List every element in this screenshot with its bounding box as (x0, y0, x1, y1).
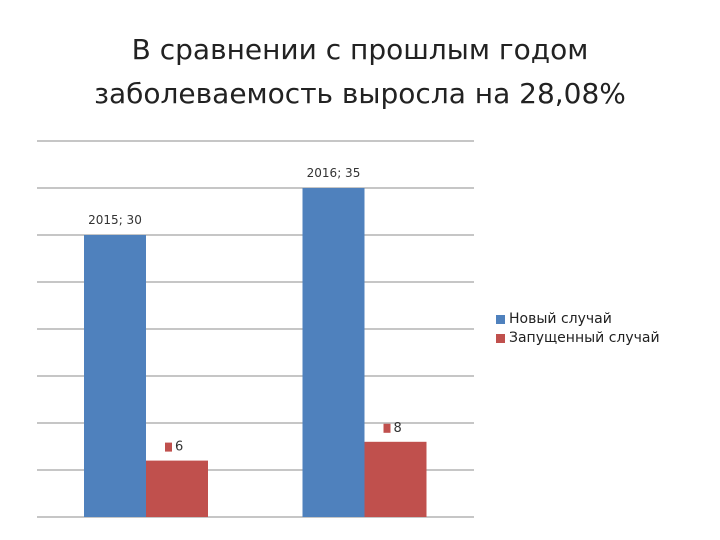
legend-item-advanced-case: Запущенный случай (496, 329, 660, 348)
legend-label-new-case: Новый случай (509, 311, 612, 327)
legend-label-advanced-case: Запущенный случай (509, 330, 660, 346)
chart-legend: Новый случай Запущенный случай (496, 310, 660, 348)
data-label-s1-2016: 8 (394, 421, 402, 436)
title-line-2: заболеваемость выросла на 28,08% (94, 77, 626, 110)
bar-s0-2016 (302, 188, 365, 517)
data-label-key-s1-2016 (383, 423, 391, 433)
legend-item-new-case: Новый случай (496, 310, 660, 329)
data-label-s0-2015: 2015; 30 (88, 213, 142, 227)
data-label-s0-2016: 2016; 35 (307, 166, 361, 180)
data-label-s1-2015: 6 (175, 440, 183, 455)
slide-title: В сравнении с прошлым годом заболеваемос… (0, 28, 720, 116)
data-label-key-s1-2015 (165, 442, 172, 452)
bar-s1-2015 (146, 460, 208, 517)
bar-s1-2016 (364, 441, 427, 517)
legend-swatch-advanced-case (496, 334, 505, 343)
legend-swatch-new-case (496, 315, 505, 324)
title-line-1: В сравнении с прошлым годом (131, 33, 589, 66)
bar-s0-2015 (84, 235, 146, 517)
